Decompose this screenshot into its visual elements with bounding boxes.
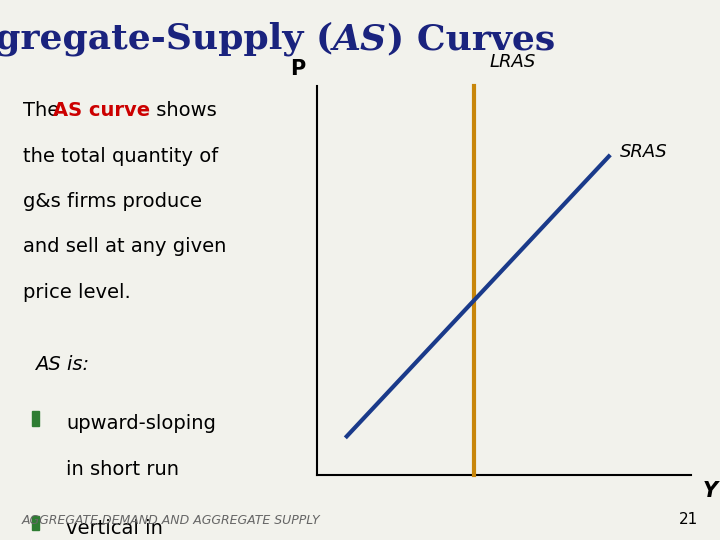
Text: AS curve: AS curve <box>53 102 150 120</box>
Text: P: P <box>290 59 306 79</box>
Text: The: The <box>23 102 66 120</box>
Text: Y: Y <box>703 481 718 501</box>
Text: vertical in: vertical in <box>66 518 163 537</box>
Bar <box>32 411 40 426</box>
Text: AGGREGATE DEMAND AND AGGREGATE SUPPLY: AGGREGATE DEMAND AND AGGREGATE SUPPLY <box>22 514 320 526</box>
Text: shows: shows <box>150 102 217 120</box>
Text: AS is:: AS is: <box>35 355 89 374</box>
Text: SRAS: SRAS <box>620 144 667 161</box>
Text: price level.: price level. <box>23 283 131 302</box>
Text: in short run: in short run <box>66 460 179 478</box>
Text: the total quantity of: the total quantity of <box>23 146 218 166</box>
Text: AS: AS <box>333 22 387 56</box>
Text: 21: 21 <box>679 511 698 526</box>
Text: The Aggregate-Supply (: The Aggregate-Supply ( <box>0 22 333 56</box>
Bar <box>32 516 40 530</box>
Text: LRAS: LRAS <box>489 53 535 71</box>
Text: g&s firms produce: g&s firms produce <box>23 192 202 211</box>
Text: upward-sloping: upward-sloping <box>66 414 216 433</box>
Text: ) Curves: ) Curves <box>387 22 555 56</box>
Text: and sell at any given: and sell at any given <box>23 238 226 256</box>
